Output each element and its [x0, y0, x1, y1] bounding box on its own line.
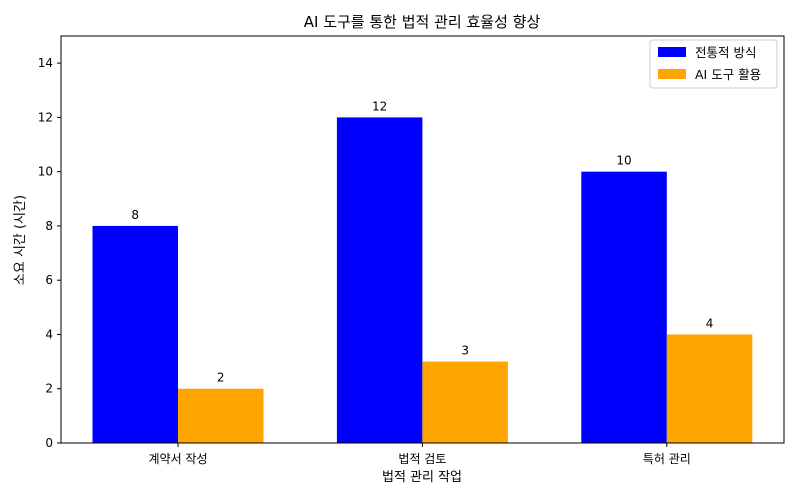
legend-swatch [658, 69, 686, 79]
y-axis: 0 2 4 6 8 10 12 14 [38, 56, 61, 450]
bar-traditional-2 [581, 171, 667, 443]
x-axis-title: 법적 관리 작업 [382, 470, 462, 485]
legend-label: 전통적 방식 [695, 45, 756, 60]
y-tick-label: 14 [38, 56, 53, 70]
x-tick-label: 계약서 작성 [148, 451, 207, 466]
legend-swatch [658, 47, 686, 57]
y-tick-label: 6 [45, 273, 53, 287]
bar-ai-tool-1 [422, 361, 508, 443]
y-tick-label: 2 [45, 382, 53, 396]
bar-ai-tool-2 [666, 334, 753, 443]
y-tick-label: 12 [38, 110, 53, 124]
data-label: 3 [461, 344, 469, 358]
legend: 전통적 방식 AI 도구 활용 [649, 39, 778, 89]
x-tick-label: 특허 관리 [643, 452, 691, 466]
x-axis: 계약서 작성 법적 검토 특허 관리 [148, 443, 691, 466]
y-tick-label: 8 [45, 219, 53, 233]
x-tick-label: 법적 검토 [398, 452, 446, 466]
y-tick-label: 0 [45, 436, 53, 450]
data-label: 8 [131, 208, 139, 222]
data-label: 12 [372, 99, 387, 113]
bar-traditional-0 [92, 225, 178, 443]
y-axis-title: 소요 시간 (시간) [13, 195, 28, 285]
chart-title: AI 도구를 통한 법적 관리 효율성 향상 [304, 13, 541, 31]
data-label: 10 [616, 154, 631, 168]
bar-ai-tool-0 [178, 388, 264, 443]
y-tick-label: 4 [45, 327, 53, 341]
plot-area: 8 12 10 2 3 4 [60, 35, 785, 444]
data-label: 2 [217, 371, 225, 385]
bar-traditional-1 [336, 117, 423, 444]
data-label: 4 [706, 316, 714, 330]
legend-label: AI 도구 활용 [695, 67, 761, 82]
y-tick-label: 10 [38, 165, 53, 179]
